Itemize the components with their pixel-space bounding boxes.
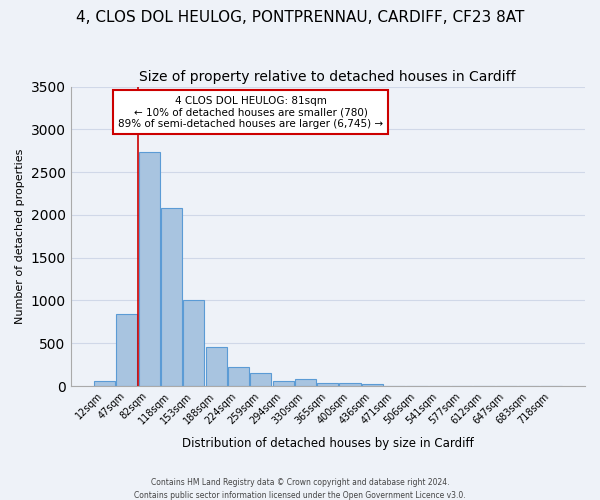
Text: Contains HM Land Registry data © Crown copyright and database right 2024.
Contai: Contains HM Land Registry data © Crown c… [134, 478, 466, 500]
X-axis label: Distribution of detached houses by size in Cardiff: Distribution of detached houses by size … [182, 437, 473, 450]
Bar [362, 384, 383, 386]
Text: 4 CLOS DOL HEULOG: 81sqm
← 10% of detached houses are smaller (780)
89% of semi-: 4 CLOS DOL HEULOG: 81sqm ← 10% of detach… [118, 96, 383, 128]
Bar [116, 314, 137, 386]
Bar [206, 347, 227, 386]
Bar [183, 300, 205, 386]
Bar [317, 382, 338, 386]
Text: 4, CLOS DOL HEULOG, PONTPRENNAU, CARDIFF, CF23 8AT: 4, CLOS DOL HEULOG, PONTPRENNAU, CARDIFF… [76, 10, 524, 25]
Y-axis label: Number of detached properties: Number of detached properties [15, 148, 25, 324]
Bar [161, 208, 182, 386]
Bar [340, 384, 361, 386]
Title: Size of property relative to detached houses in Cardiff: Size of property relative to detached ho… [139, 70, 516, 84]
Bar [139, 152, 160, 386]
Bar [272, 381, 294, 386]
Bar [228, 367, 249, 386]
Bar [250, 373, 271, 386]
Bar [94, 381, 115, 386]
Bar [295, 379, 316, 386]
